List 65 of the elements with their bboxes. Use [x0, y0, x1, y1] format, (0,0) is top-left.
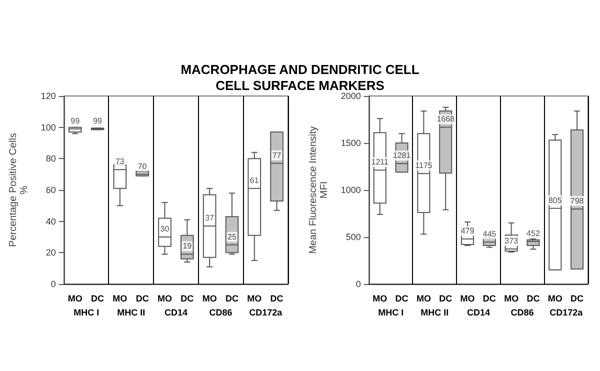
x-tick-label: MO [460, 294, 475, 304]
y-axis-title: Percentage Positive Cells % [8, 133, 30, 247]
text: MHC II [420, 308, 449, 318]
text: 1668 [436, 114, 454, 124]
text: CD86 [510, 308, 534, 318]
y-tick-label: 60 [46, 185, 56, 195]
text: CD172a [550, 308, 584, 318]
x-tick-label: DC [91, 294, 105, 304]
text: 37 [205, 214, 214, 223]
y-tick-label: 100 [40, 122, 56, 132]
x-tick-label: MO [68, 294, 82, 304]
text: 1281 [392, 151, 411, 160]
text: CD172a [249, 308, 284, 318]
x-tick-label: MO [158, 294, 172, 304]
x-tick-label: MO [202, 294, 217, 304]
text: 479 [460, 226, 474, 236]
text: MHC I [378, 308, 404, 318]
y-tick-label: 0 [356, 279, 361, 289]
text: 25 [228, 232, 236, 242]
x-tick-label: DC [395, 294, 409, 304]
y-tick-label: 40 [46, 216, 56, 226]
text: MHC II [117, 308, 146, 318]
x-tick-label: MO [247, 294, 262, 304]
x-tick-label: DC [225, 294, 239, 304]
y-tick-label: 2000 [340, 91, 361, 101]
text: 19 [182, 242, 192, 251]
x-tick-label: MO [372, 294, 388, 304]
text: CD86 [209, 308, 232, 318]
chart-title: MACROPHAGE AND DENDRITIC CELL CELL SURFACE MARKERS [180, 62, 420, 93]
text: 1211 [371, 158, 388, 167]
y-tick-label: 1000 [340, 185, 361, 195]
x-tick-label: MO [548, 294, 562, 304]
x-tick-label: MO [504, 294, 519, 304]
text: 445 [482, 230, 496, 239]
text: CD14 [164, 308, 188, 318]
x-tick-label: DC [136, 294, 150, 304]
text: 73 [115, 157, 124, 166]
text: 99 [93, 116, 102, 126]
text: 798 [570, 196, 584, 206]
y-axis-title: Mean Fluorescence Intensity MFI [308, 126, 330, 254]
text: 452 [526, 229, 540, 238]
x-tick-label: DC [439, 294, 453, 304]
x-tick-label: DC [570, 294, 584, 304]
y-tick-label: 20 [46, 248, 56, 258]
text: 99 [70, 116, 80, 126]
text: CD14 [466, 308, 490, 318]
y-tick-label: 1500 [340, 138, 361, 148]
text: 805 [548, 196, 562, 205]
text: 61 [250, 176, 259, 185]
text: 1175 [415, 161, 432, 170]
x-tick-label: MO [416, 294, 431, 304]
y-tick-label: 0 [50, 279, 56, 289]
text: MHC I [74, 308, 100, 318]
y-tick-label: 500 [346, 232, 361, 242]
x-tick-label: MO [112, 294, 128, 304]
y-tick-label: 80 [46, 154, 56, 164]
text: 30 [160, 224, 170, 234]
text: 77 [272, 150, 282, 160]
x-tick-label: DC [270, 294, 284, 304]
x-tick-label: DC [180, 294, 194, 304]
y-tick-label: 120 [40, 91, 56, 101]
x-tick-label: DC [526, 294, 540, 304]
x-tick-label: DC [482, 294, 496, 304]
text: 373 [504, 236, 518, 246]
text: 70 [138, 162, 147, 171]
